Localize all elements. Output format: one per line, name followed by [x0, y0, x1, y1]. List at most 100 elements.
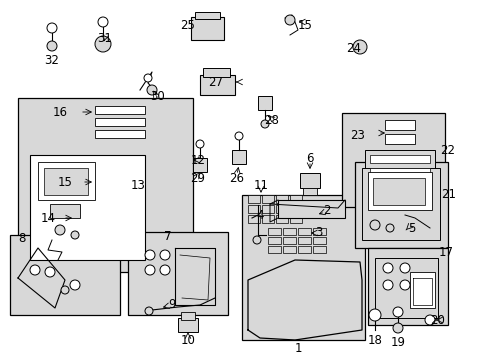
Bar	[203, 68, 229, 77]
Bar	[275, 215, 287, 223]
Bar	[367, 172, 431, 210]
Bar	[128, 232, 227, 315]
Text: 14: 14	[41, 212, 55, 225]
Circle shape	[145, 307, 153, 315]
Bar	[374, 258, 437, 318]
Bar	[38, 162, 95, 200]
Bar	[10, 235, 120, 315]
Text: 13: 13	[130, 179, 145, 192]
Bar	[262, 205, 273, 213]
Text: 7: 7	[164, 230, 171, 243]
Bar	[193, 158, 206, 172]
Bar	[409, 272, 434, 308]
Bar	[267, 237, 281, 244]
Text: 4: 4	[256, 208, 263, 221]
Text: 20: 20	[429, 314, 445, 327]
Bar	[354, 162, 447, 248]
Text: 22: 22	[440, 144, 454, 157]
Bar	[283, 237, 295, 244]
Circle shape	[47, 41, 57, 51]
Bar	[267, 228, 281, 235]
Bar	[372, 178, 424, 205]
Circle shape	[47, 23, 57, 33]
Bar	[50, 204, 80, 218]
Text: 26: 26	[229, 171, 244, 185]
Bar	[275, 195, 287, 203]
Text: 16: 16	[52, 105, 67, 118]
Bar	[195, 12, 220, 19]
Bar	[258, 96, 271, 110]
Circle shape	[145, 265, 155, 275]
Circle shape	[235, 132, 243, 140]
Text: 15: 15	[297, 18, 312, 32]
Circle shape	[369, 220, 379, 230]
Text: 31: 31	[98, 32, 112, 45]
Bar	[367, 248, 447, 325]
Circle shape	[30, 265, 40, 275]
Circle shape	[392, 323, 402, 333]
Bar	[200, 75, 235, 95]
Text: 3: 3	[315, 225, 322, 239]
Text: 10: 10	[180, 333, 195, 346]
Circle shape	[160, 265, 170, 275]
Circle shape	[382, 263, 392, 273]
Bar	[95, 130, 145, 138]
Circle shape	[252, 236, 261, 244]
Text: 15: 15	[58, 176, 72, 189]
Bar	[297, 246, 310, 253]
Text: 28: 28	[264, 113, 279, 126]
Circle shape	[399, 280, 409, 290]
Text: 6: 6	[305, 152, 313, 165]
Bar	[191, 17, 224, 40]
Circle shape	[352, 40, 366, 54]
Circle shape	[261, 120, 268, 128]
Text: 9: 9	[168, 298, 175, 311]
Bar	[361, 168, 439, 240]
Circle shape	[45, 267, 55, 277]
Circle shape	[145, 250, 155, 260]
Text: 19: 19	[390, 336, 405, 348]
Bar	[262, 195, 273, 203]
Bar	[178, 318, 198, 332]
Bar	[369, 155, 429, 163]
Bar	[95, 106, 145, 114]
Text: 30: 30	[150, 90, 165, 103]
Text: 21: 21	[441, 188, 456, 201]
Bar	[267, 246, 281, 253]
Circle shape	[98, 17, 108, 27]
Bar	[247, 195, 260, 203]
Bar	[312, 228, 325, 235]
Bar	[303, 188, 316, 195]
Bar	[262, 215, 273, 223]
Text: 27: 27	[208, 76, 223, 89]
Bar	[247, 215, 260, 223]
Circle shape	[285, 15, 294, 25]
Bar	[341, 113, 444, 207]
Bar	[289, 205, 302, 213]
Bar	[297, 228, 310, 235]
Bar	[278, 200, 345, 218]
Text: 8: 8	[18, 231, 26, 244]
Text: 32: 32	[44, 54, 60, 67]
Bar	[289, 215, 302, 223]
Bar	[242, 195, 364, 340]
Bar	[275, 205, 287, 213]
Text: 1: 1	[294, 342, 301, 355]
Bar	[181, 312, 195, 320]
Circle shape	[143, 74, 152, 82]
Circle shape	[392, 307, 402, 317]
Circle shape	[95, 36, 111, 52]
Text: 25: 25	[180, 18, 195, 32]
Text: 12: 12	[190, 153, 205, 166]
Bar	[384, 134, 414, 144]
Circle shape	[71, 231, 79, 239]
Bar	[364, 150, 434, 200]
Bar	[283, 228, 295, 235]
Circle shape	[394, 188, 404, 198]
Bar	[44, 168, 88, 195]
Circle shape	[61, 286, 69, 294]
Bar	[369, 181, 429, 189]
Bar	[95, 118, 145, 126]
Bar	[369, 168, 429, 176]
Bar	[312, 237, 325, 244]
